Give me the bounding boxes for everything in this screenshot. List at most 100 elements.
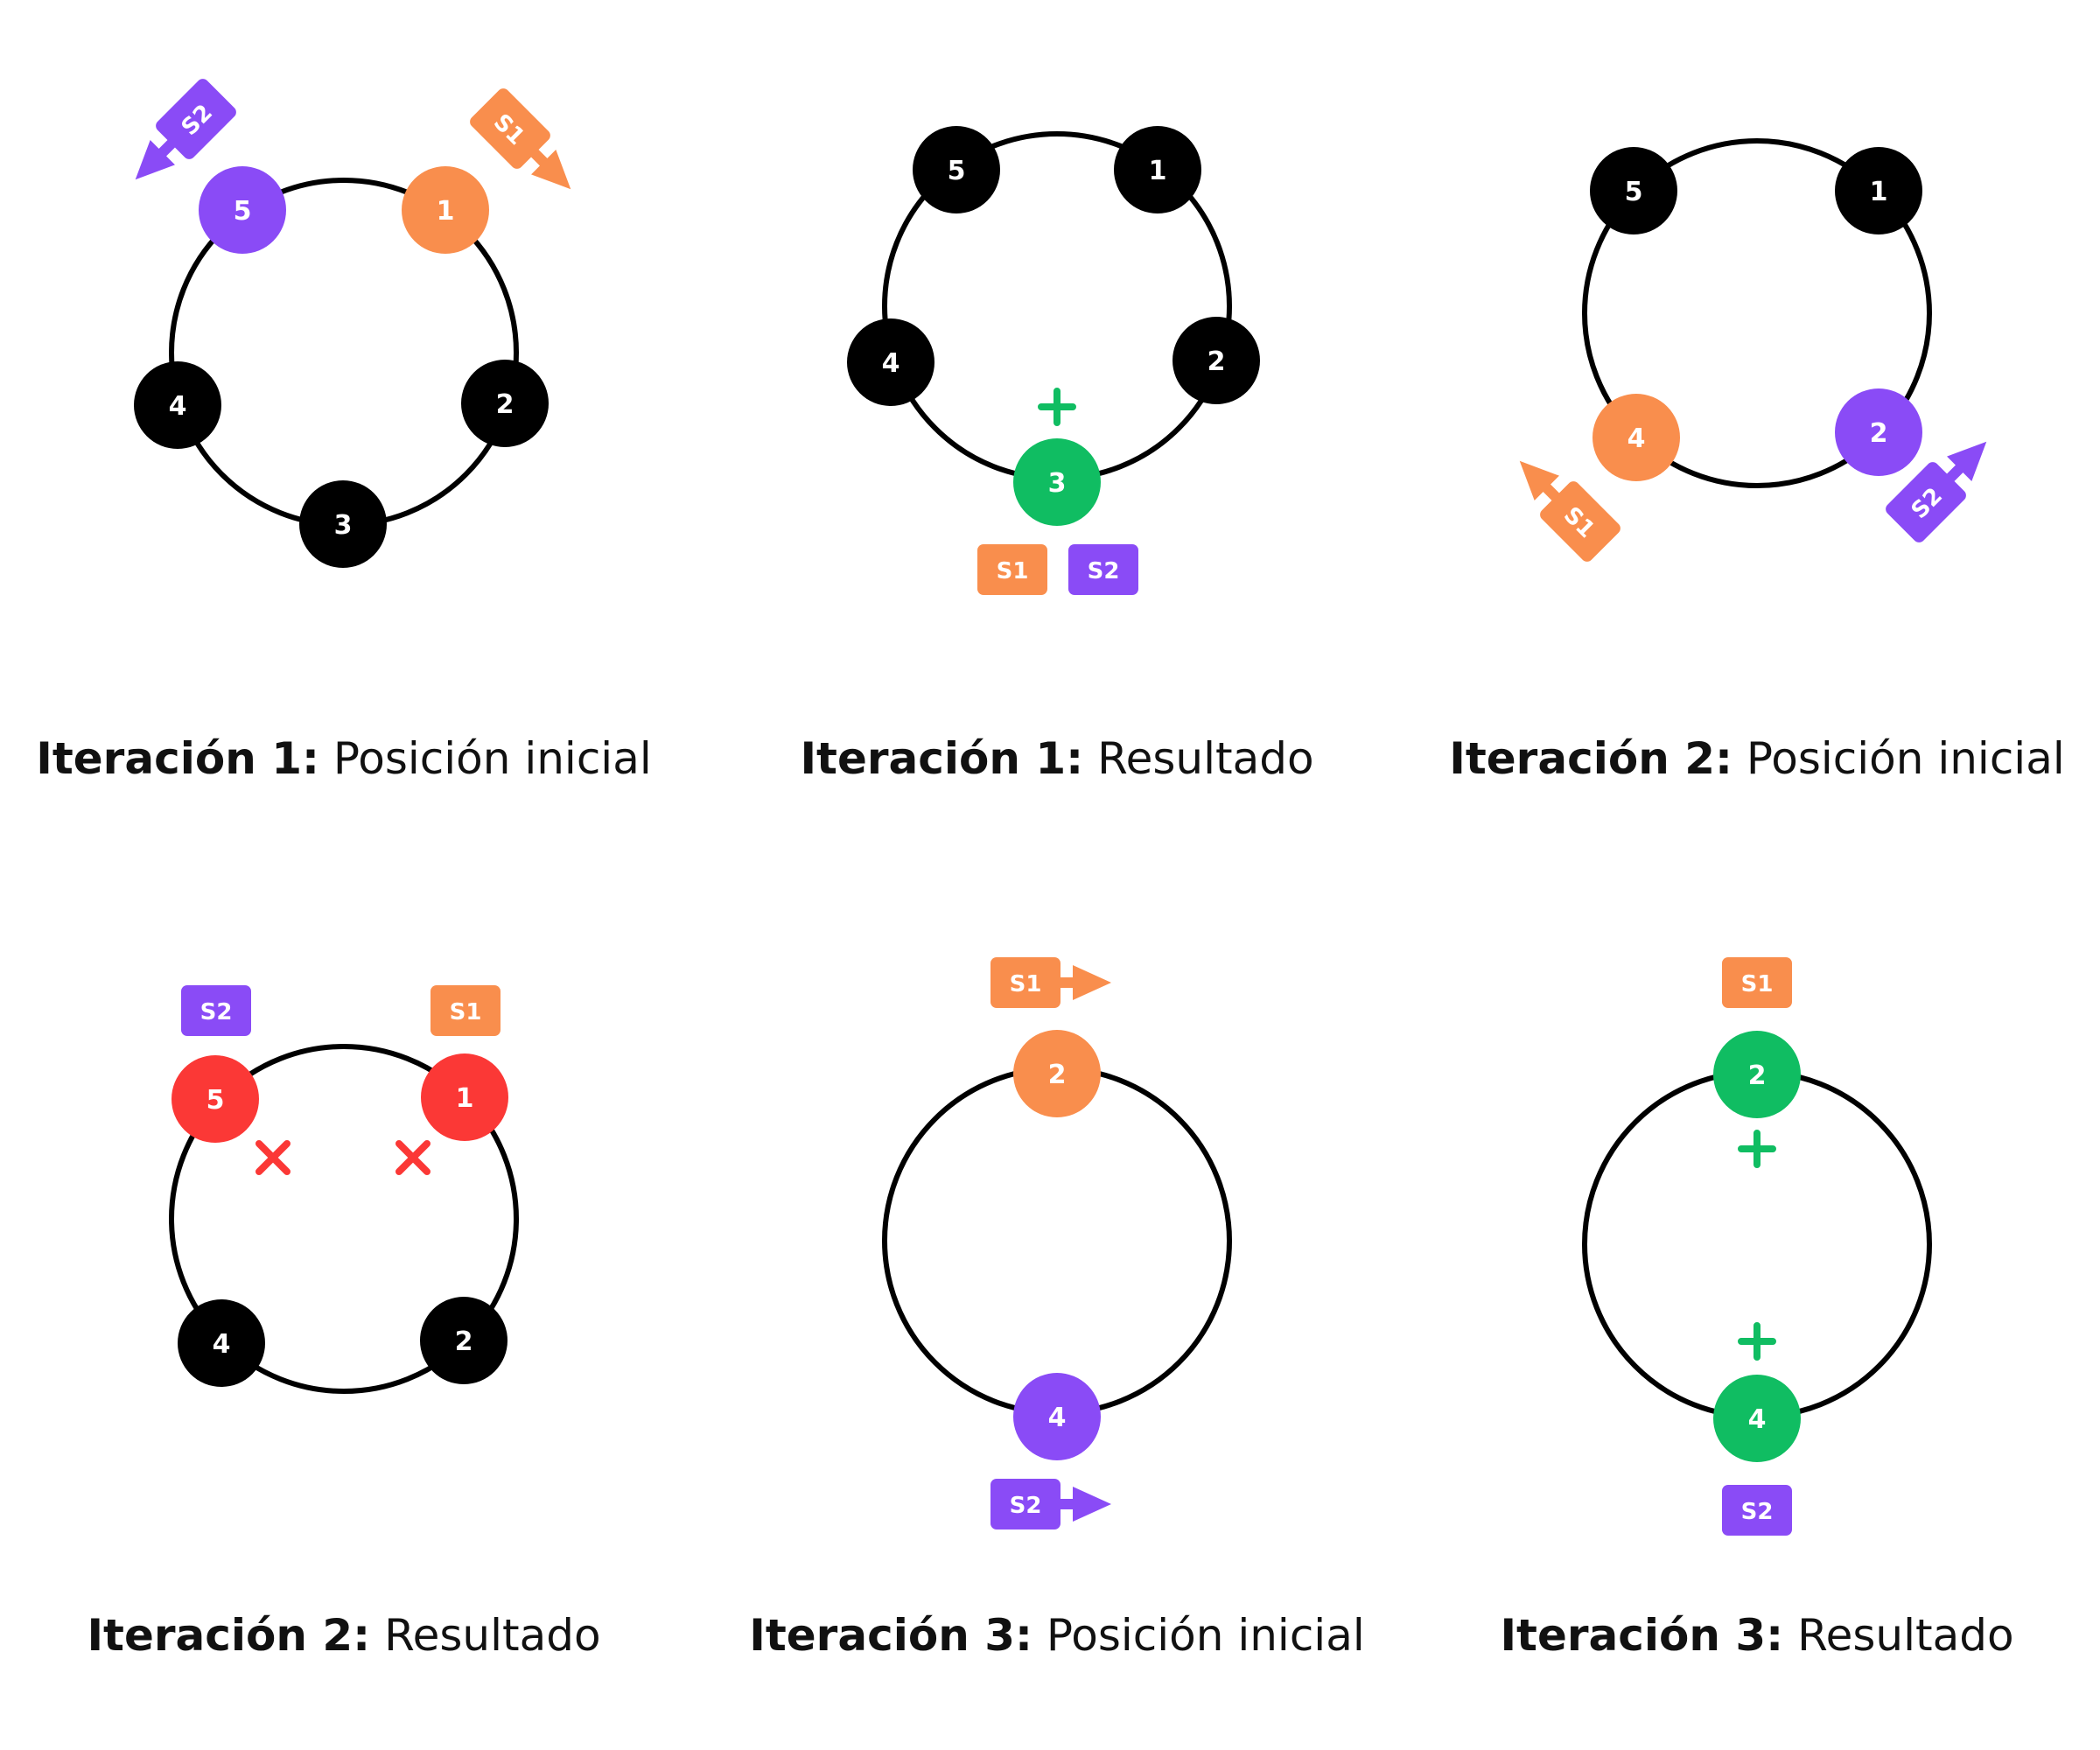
tag-label: S1 <box>997 558 1029 584</box>
panel-iter3-initial: 2 4 S1 S2 <box>882 957 1232 1530</box>
tag-box <box>1722 957 1792 1008</box>
node-circle <box>402 166 489 254</box>
tag-s1: S1 <box>977 544 1047 595</box>
node-circle <box>1013 1373 1101 1460</box>
node-circle <box>913 126 1000 214</box>
node-circle <box>178 1299 265 1387</box>
tag-label: S1 <box>1010 971 1042 998</box>
node-1: 1 <box>402 166 489 254</box>
tag-label: S2 <box>1088 558 1120 584</box>
node-label: 4 <box>1748 1404 1767 1435</box>
node-label: 1 <box>1870 177 1888 207</box>
node-label: 2 <box>455 1326 473 1357</box>
node-5: 5 <box>199 166 286 254</box>
node-circle <box>420 1297 508 1384</box>
caption-bold: Iteración 2: <box>87 1610 371 1661</box>
node-2: 2 <box>461 360 549 447</box>
plus-icon <box>1038 388 1076 426</box>
caption-iter2-initial: Iteración 2: Posición inicial <box>1416 733 2098 784</box>
node-circle <box>1592 394 1680 481</box>
node-2: 2 <box>1172 317 1260 404</box>
tag-s2: S2 <box>990 1479 1111 1530</box>
node-circle <box>1835 388 1922 476</box>
node-label: 3 <box>334 510 353 541</box>
node-1: 1 <box>1835 147 1922 234</box>
arrow-icon <box>135 140 175 180</box>
node-label: 4 <box>1048 1403 1067 1433</box>
panel-iter2-initial: 5 1 4 2 S1 S2 <box>1519 138 1987 562</box>
node-circle <box>1835 147 1922 234</box>
arrow-icon <box>531 150 571 190</box>
tag-box <box>1068 544 1138 595</box>
node-2: 2 <box>1713 1031 1801 1118</box>
plus-icon <box>1738 1322 1776 1361</box>
tag-label: S2 <box>200 999 233 1026</box>
tag-box <box>990 957 1060 1008</box>
panel-iter2-result: 5 1 4 2 S2 S1 <box>169 985 519 1394</box>
node-1: 1 <box>1114 126 1201 214</box>
node-5: 5 <box>913 126 1000 214</box>
tag-s1: S1 <box>1722 957 1792 1008</box>
ring <box>169 1044 519 1394</box>
tag-box <box>1886 462 1966 542</box>
node-circle <box>134 361 221 449</box>
node-3: 3 <box>1013 438 1101 526</box>
caption-text: Posición inicial <box>1746 733 2065 784</box>
panel-iter3-result: 2 4 S1 S2 <box>1582 957 1932 1536</box>
caption-iter3-initial: Iteración 3: Posición inicial <box>716 1610 1398 1661</box>
node-label: 3 <box>1048 468 1067 499</box>
caption-text: Resultado <box>384 1610 601 1661</box>
node-4: 4 <box>847 318 934 406</box>
node-circle <box>421 1054 508 1141</box>
node-circle <box>299 480 387 568</box>
arrow-icon <box>1073 1487 1111 1522</box>
panel-iter1-initial: 5 1 4 2 3 S2 S1 <box>134 79 571 568</box>
node-circle <box>172 1055 259 1143</box>
arrow-shaft <box>1059 1499 1076 1509</box>
tag-label: S1 <box>450 999 482 1026</box>
arrow-icon <box>1519 460 1559 500</box>
node-circle <box>1114 126 1201 214</box>
node-label: 2 <box>1048 1060 1067 1090</box>
node-label: 5 <box>206 1085 225 1116</box>
node-circle <box>1172 317 1260 404</box>
tag-box <box>181 985 251 1036</box>
node-circle <box>1590 147 1677 234</box>
caption-bold: Iteración 1: <box>800 733 1084 784</box>
node-label: 2 <box>496 389 514 420</box>
node-circle <box>847 318 934 406</box>
tag-s2: S2 <box>181 985 251 1036</box>
tag-box <box>990 1479 1060 1530</box>
cross-icon <box>256 1140 290 1175</box>
tag-s2: S2 <box>1722 1485 1792 1536</box>
node-label: 1 <box>437 196 455 227</box>
caption-text: Posición inicial <box>1046 1610 1365 1661</box>
node-circle <box>1713 1031 1801 1118</box>
caption-iter2-result: Iteración 2: Resultado <box>3 1610 685 1661</box>
tag-s1: S1 <box>430 985 500 1036</box>
node-2: 2 <box>420 1297 508 1384</box>
tag-box <box>156 79 236 159</box>
node-label: 5 <box>234 196 252 227</box>
node-4: 4 <box>178 1299 265 1387</box>
caption-iter1-result: Iteración 1: Resultado <box>716 733 1398 784</box>
caption-bold: Iteración 3: <box>749 1610 1032 1661</box>
tag-box <box>1722 1485 1792 1536</box>
caption-text: Resultado <box>1797 1610 2014 1661</box>
node-5: 5 <box>1590 147 1677 234</box>
node-label: 1 <box>1149 156 1167 186</box>
tag-s2: S2 <box>1068 544 1138 595</box>
tag-label: S1 <box>1741 971 1774 998</box>
plus-icon <box>1738 1130 1776 1168</box>
arrow-icon <box>1947 441 1987 481</box>
ring <box>1582 138 1932 488</box>
node-label: 2 <box>1748 1060 1767 1091</box>
node-4: 4 <box>1013 1373 1101 1460</box>
node-label: 4 <box>213 1329 231 1360</box>
tag-box <box>1540 481 1620 562</box>
node-label: 2 <box>1870 418 1888 449</box>
caption-bold: Iteración 2: <box>1449 733 1732 784</box>
node-label: 1 <box>456 1083 474 1114</box>
tag-box <box>470 88 550 169</box>
caption-iter3-result: Iteración 3: Resultado <box>1416 1610 2098 1661</box>
